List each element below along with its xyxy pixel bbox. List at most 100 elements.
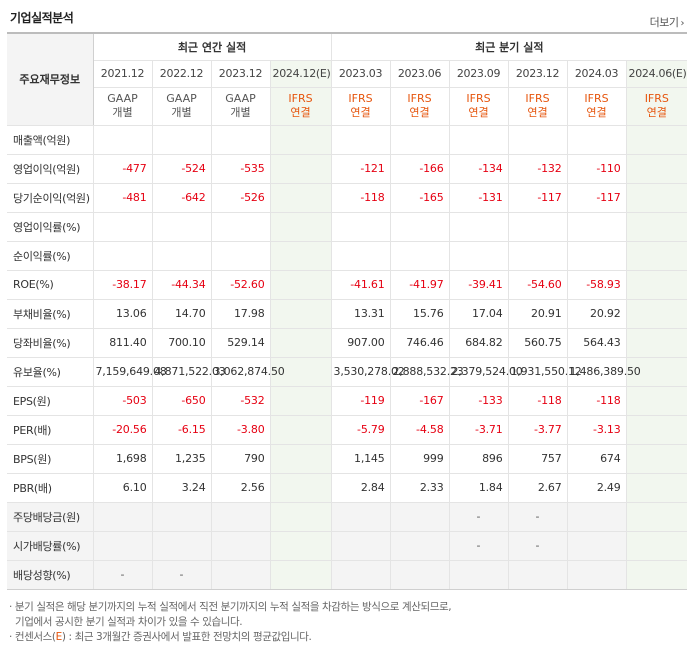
table-cell bbox=[626, 357, 688, 387]
table-row: PBR(배) 6.10 3.24 2.56 2.84 2.33 1.84 2.67 2.49 bbox=[7, 473, 688, 503]
table-cell: 1,235 bbox=[152, 444, 212, 474]
table-cell: -117 bbox=[508, 183, 568, 213]
note-estimate-mark: E bbox=[55, 631, 63, 643]
table-cell: -481 bbox=[93, 183, 153, 213]
table-cell: -118 bbox=[508, 386, 568, 416]
accounting-type-header: IFRS 연결 bbox=[508, 87, 568, 126]
table-cell: -642 bbox=[152, 183, 212, 213]
table-cell bbox=[330, 531, 391, 561]
metric-label: BPS(원) bbox=[7, 444, 94, 474]
table-cell bbox=[626, 386, 688, 416]
period-header: 2024.12(E) bbox=[270, 60, 332, 88]
period-header: 2024.03 bbox=[567, 60, 627, 88]
table-cell bbox=[390, 241, 450, 271]
table-cell: -134 bbox=[449, 154, 509, 184]
table-cell bbox=[270, 183, 332, 213]
table-cell: 20.91 bbox=[508, 299, 568, 329]
accounting-standard: IFRS bbox=[348, 92, 373, 105]
table-cell: -167 bbox=[390, 386, 450, 416]
table-cell: -121 bbox=[330, 154, 391, 184]
table-cell bbox=[270, 531, 332, 561]
table-cell: -118 bbox=[567, 386, 627, 416]
table-row: BPS(원) 1,698 1,235 790 1,145 999 896 757 674 bbox=[7, 444, 688, 474]
accounting-type-header: IFRS 연결 bbox=[626, 87, 688, 126]
metric-label: ROE(%) bbox=[7, 270, 94, 300]
accounting-standard: IFRS bbox=[288, 92, 313, 105]
table-cell: -119 bbox=[330, 386, 391, 416]
section-title: 기업실적분석 bbox=[10, 11, 74, 25]
table-cell bbox=[270, 299, 332, 329]
table-cell: - bbox=[93, 560, 153, 590]
table-cell: -44.34 bbox=[152, 270, 212, 300]
table-cell bbox=[508, 125, 568, 155]
table-cell bbox=[567, 241, 627, 271]
accounting-standard: GAAP bbox=[166, 92, 197, 105]
chevron-right-icon: › bbox=[680, 18, 685, 29]
table-cell: - bbox=[508, 502, 568, 532]
table-cell bbox=[390, 531, 450, 561]
table-row: 영업이익률(%) bbox=[7, 212, 688, 242]
table-cell: 14.70 bbox=[152, 299, 212, 329]
consolidation-type: 개별 bbox=[112, 106, 133, 119]
table-cell: -20.56 bbox=[93, 415, 153, 445]
table-cell bbox=[270, 212, 332, 242]
accounting-type-header: IFRS 연결 bbox=[449, 87, 509, 126]
table-cell: -165 bbox=[390, 183, 450, 213]
table-cell: -118 bbox=[330, 183, 391, 213]
table-cell: -39.41 bbox=[449, 270, 509, 300]
table-cell: 564.43 bbox=[567, 328, 627, 358]
table-cell bbox=[567, 560, 627, 590]
more-link[interactable]: 더보기 › bbox=[649, 14, 685, 30]
table-cell: 999 bbox=[390, 444, 450, 474]
table-cell bbox=[626, 270, 688, 300]
table-row: EPS(원) -503 -650 -532 -119 -167 -133 -118 -118 bbox=[7, 386, 688, 416]
table-cell bbox=[390, 560, 450, 590]
table-cell: 757 bbox=[508, 444, 568, 474]
metric-label: EPS(원) bbox=[7, 386, 94, 416]
accounting-standard: GAAP bbox=[107, 92, 138, 105]
notes: · 분기 실적은 해당 분기까지의 누적 실적에서 직전 분기까지의 누적 실적… bbox=[9, 600, 452, 645]
table-cell: -535 bbox=[211, 154, 271, 184]
consolidation-type: 개별 bbox=[230, 106, 251, 119]
table-cell bbox=[270, 444, 332, 474]
table-cell: 15.76 bbox=[390, 299, 450, 329]
table-cell: -650 bbox=[152, 386, 212, 416]
consolidation-type: 연결 bbox=[646, 106, 667, 119]
period-header: 2023.03 bbox=[330, 60, 391, 88]
table-cell: 1.84 bbox=[449, 473, 509, 503]
table-cell bbox=[626, 502, 688, 532]
accounting-type-header: GAAP 개별 bbox=[93, 87, 153, 126]
table-cell: -4.58 bbox=[390, 415, 450, 445]
table-cell: - bbox=[508, 531, 568, 561]
table-cell: 17.04 bbox=[449, 299, 509, 329]
table-cell bbox=[93, 241, 153, 271]
table-cell: 746.46 bbox=[390, 328, 450, 358]
accounting-standard: IFRS bbox=[584, 92, 609, 105]
consolidation-type: 개별 bbox=[171, 106, 192, 119]
table-row: ROE(%) -38.17 -44.34 -52.60 -41.61 -41.97 -39.… bbox=[7, 270, 688, 300]
row-header-label: 주요재무정보 bbox=[7, 33, 94, 126]
table-cell bbox=[626, 183, 688, 213]
table-row: 주당배당금(원) - - bbox=[7, 502, 688, 532]
table-cell: 2.33 bbox=[390, 473, 450, 503]
annual-group-header: 최근 연간 실적 bbox=[93, 33, 332, 61]
period-header: 2024.06(E) bbox=[626, 60, 688, 88]
table-row: PER(배) -20.56 -6.15 -3.80 -5.79 -4.58 -3.71 -3.… bbox=[7, 415, 688, 445]
table-cell bbox=[211, 241, 271, 271]
table-cell bbox=[567, 502, 627, 532]
table-cell bbox=[626, 154, 688, 184]
table-row: 부채비율(%) 13.06 14.70 17.98 13.31 15.76 17.04 20.… bbox=[7, 299, 688, 329]
table-cell bbox=[270, 386, 332, 416]
table-cell: 2.56 bbox=[211, 473, 271, 503]
more-label: 더보기 bbox=[649, 16, 679, 29]
table-cell bbox=[330, 502, 391, 532]
table-row: 당좌비율(%) 811.40 700.10 529.14 907.00 746.46 684… bbox=[7, 328, 688, 358]
period-header: 2023.12 bbox=[211, 60, 271, 88]
metric-label: 영업이익률(%) bbox=[7, 212, 94, 242]
metric-label: 영업이익(억원) bbox=[7, 154, 94, 184]
table-cell: 1,931,550.12 bbox=[508, 357, 582, 387]
table-cell bbox=[626, 212, 688, 242]
metric-label: 배당성향(%) bbox=[7, 560, 94, 590]
consolidation-type: 연결 bbox=[350, 106, 371, 119]
table-cell bbox=[626, 241, 688, 271]
